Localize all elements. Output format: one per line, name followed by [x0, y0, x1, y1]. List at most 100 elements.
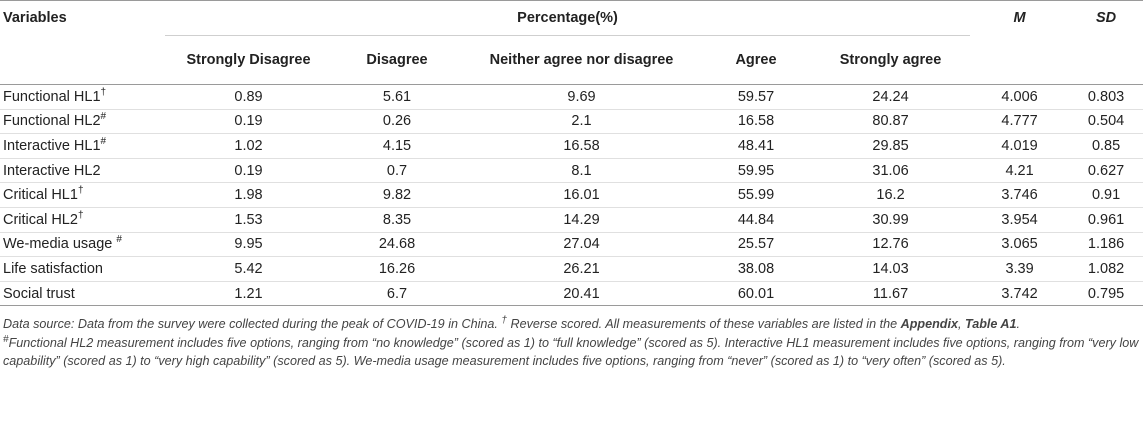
note-comma: , — [957, 317, 965, 332]
row-value-cell: 1.21 — [165, 281, 332, 307]
row-value-cell: 9.69 — [462, 84, 701, 110]
row-value-cell: 9.95 — [165, 232, 332, 258]
table-row: Life satisfaction 5.42 16.26 26.21 38.08 14.0… — [0, 256, 1143, 282]
row-value-cell: 4.21 — [970, 158, 1070, 184]
row-value-cell: 20.41 — [462, 281, 701, 307]
row-value-cell: 1.98 — [165, 182, 332, 208]
note-options-text: Functional HL2 measurement includes five… — [3, 335, 1139, 369]
row-value-cell: 80.87 — [811, 109, 971, 135]
row-value-cell: 38.08 — [701, 256, 811, 282]
note-appendix-link[interactable]: Appendix — [900, 317, 958, 332]
row-value-cell: 25.57 — [701, 232, 811, 258]
row-variable-label: Functional HL1 — [3, 88, 101, 105]
row-value-cell: 48.41 — [701, 133, 811, 159]
table-row: Social trust 1.21 6.7 20.41 60.01 11.67 3.742 0… — [0, 281, 1143, 307]
row-variable-label: Social trust — [3, 285, 75, 302]
row-variable-cell: Functional HL1† — [0, 84, 165, 110]
row-value-cell: 16.58 — [701, 109, 811, 135]
row-footnote-mark: † — [100, 86, 107, 98]
row-variable-cell: Social trust — [0, 281, 165, 307]
header-m: M — [970, 0, 1070, 85]
table-row: We-media usage #9.95 24.68 27.04 25.57 12.76… — [0, 232, 1143, 258]
row-value-cell: 4.006 — [970, 84, 1070, 110]
row-value-cell: 5.42 — [165, 256, 332, 282]
row-value-cell: 0.803 — [1069, 84, 1143, 110]
row-value-cell: 2.1 — [462, 109, 701, 135]
header-row-sub: Strongly Disagree Disagree Neither agree… — [0, 35, 1143, 85]
row-value-cell: 26.21 — [462, 256, 701, 282]
row-value-cell: 44.84 — [701, 207, 811, 233]
table-note: Data source: Data from the survey were c… — [0, 306, 1143, 371]
row-value-cell: 1.082 — [1069, 256, 1143, 282]
row-value-cell: 0.85 — [1069, 133, 1143, 159]
note-table-link[interactable]: Table A1 — [964, 317, 1017, 332]
row-value-cell: 5.61 — [332, 84, 462, 110]
table-row: Critical HL1† 1.98 9.82 16.01 55.99 16.2 3.746… — [0, 182, 1143, 208]
header-strongly-agree: Strongly agree — [811, 35, 971, 85]
row-value-cell: 27.04 — [462, 232, 701, 258]
table-row: Functional HL1† 0.89 5.61 9.69 59.57 24.24 4.0… — [0, 84, 1143, 110]
row-value-cell: 0.91 — [1069, 182, 1143, 208]
row-value-cell: 59.95 — [701, 158, 811, 184]
row-value-cell: 1.186 — [1069, 232, 1143, 258]
row-value-cell: 30.99 — [811, 207, 971, 233]
row-value-cell: 4.019 — [970, 133, 1070, 159]
row-value-cell: 3.39 — [970, 256, 1070, 282]
note-reverse-text: Reverse scored. All measurements of thes… — [506, 317, 901, 332]
row-value-cell: 4.15 — [332, 133, 462, 159]
table-row: Critical HL2† 1.53 8.35 14.29 44.84 30.99 3.95… — [0, 207, 1143, 233]
row-value-cell: 1.53 — [165, 207, 332, 233]
header-neither: Neither agree nor disagree — [462, 35, 701, 85]
row-value-cell: 59.57 — [701, 84, 811, 110]
row-value-cell: 4.777 — [970, 109, 1070, 135]
row-value-cell: 0.19 — [165, 158, 332, 184]
row-value-cell: 1.02 — [165, 133, 332, 159]
row-variable-label: We-media usage — [3, 236, 117, 253]
row-footnote-mark: # — [100, 111, 107, 123]
row-value-cell: 0.504 — [1069, 109, 1143, 135]
header-variables: Variables — [0, 0, 165, 85]
header-row-top: Variables Percentage(%) M SD — [0, 0, 1143, 85]
row-value-cell: 16.58 — [462, 133, 701, 159]
row-value-cell: 16.01 — [462, 182, 701, 208]
row-value-cell: 60.01 — [701, 281, 811, 307]
row-value-cell: 24.24 — [811, 84, 971, 110]
row-variable-cell: Life satisfaction — [0, 256, 165, 282]
row-variable-cell: Interactive HL2 — [0, 158, 165, 184]
note-source-text: Data source: Data from the survey were c… — [3, 317, 502, 332]
row-value-cell: 8.1 — [462, 158, 701, 184]
table-row: Functional HL2# 0.19 0.26 2.1 16.58 80.87 4.77… — [0, 109, 1143, 135]
row-value-cell: 6.7 — [332, 281, 462, 307]
row-value-cell: 3.742 — [970, 281, 1070, 307]
row-value-cell: 14.29 — [462, 207, 701, 233]
row-value-cell: 9.82 — [332, 182, 462, 208]
row-footnote-mark: † — [77, 185, 84, 197]
row-variable-label: Interactive HL1 — [3, 137, 101, 154]
row-value-cell: 14.03 — [811, 256, 971, 282]
row-variable-cell: Critical HL1† — [0, 182, 165, 208]
data-table: Variables Percentage(%) M SD Strongly Di… — [0, 0, 1143, 307]
row-variable-cell: We-media usage # — [0, 232, 165, 258]
row-variable-label: Functional HL2 — [3, 113, 101, 130]
row-value-cell: 12.76 — [811, 232, 971, 258]
header-agree: Agree — [701, 35, 811, 85]
row-value-cell: 29.85 — [811, 133, 971, 159]
row-value-cell: 0.19 — [165, 109, 332, 135]
header-strongly-disagree: Strongly Disagree — [165, 35, 332, 85]
row-value-cell: 31.06 — [811, 158, 971, 184]
table-body: Functional HL1† 0.89 5.61 9.69 59.57 24.24 4.0… — [0, 84, 1143, 307]
row-variable-label: Life satisfaction — [3, 260, 103, 277]
header-disagree: Disagree — [332, 35, 462, 85]
note-dagger-mark: † — [501, 315, 507, 327]
header-percentage-group: Percentage(%) — [165, 0, 971, 36]
table-row: Interactive HL1# 1.02 4.15 16.58 48.41 29.85 4… — [0, 133, 1143, 159]
row-value-cell: 55.99 — [701, 182, 811, 208]
row-value-cell: 0.89 — [165, 84, 332, 110]
row-variable-label: Interactive HL2 — [3, 162, 101, 179]
row-variable-cell: Interactive HL1# — [0, 133, 165, 159]
row-value-cell: 0.26 — [332, 109, 462, 135]
row-value-cell: 0.795 — [1069, 281, 1143, 307]
row-value-cell: 24.68 — [332, 232, 462, 258]
row-footnote-mark: # — [116, 234, 122, 246]
row-value-cell: 11.67 — [811, 281, 971, 307]
